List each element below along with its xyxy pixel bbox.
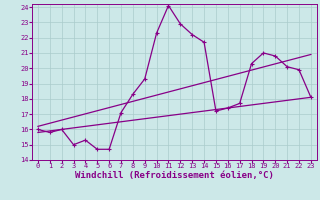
X-axis label: Windchill (Refroidissement éolien,°C): Windchill (Refroidissement éolien,°C)	[75, 171, 274, 180]
